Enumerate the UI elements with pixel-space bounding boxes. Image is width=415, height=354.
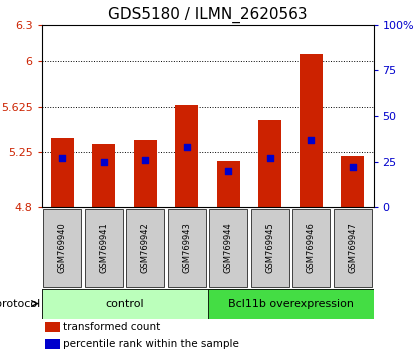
Point bbox=[349, 164, 356, 170]
Bar bbox=[44, 209, 81, 287]
Point bbox=[100, 159, 107, 164]
Bar bbox=[210, 209, 247, 287]
Text: GSM769942: GSM769942 bbox=[141, 222, 150, 273]
Bar bbox=[217, 161, 240, 207]
Text: percentile rank within the sample: percentile rank within the sample bbox=[63, 339, 239, 349]
Bar bbox=[168, 209, 206, 287]
Bar bbox=[341, 156, 364, 207]
Text: protocol: protocol bbox=[0, 298, 41, 309]
Bar bbox=[45, 322, 60, 332]
Text: GSM769943: GSM769943 bbox=[182, 222, 191, 273]
Bar bbox=[208, 289, 374, 319]
Bar bbox=[42, 289, 208, 319]
Bar bbox=[45, 339, 60, 349]
Point bbox=[225, 168, 232, 173]
Bar bbox=[293, 209, 330, 287]
Point bbox=[308, 137, 315, 142]
Bar bbox=[258, 120, 281, 207]
Text: GSM769945: GSM769945 bbox=[265, 222, 274, 273]
Text: GSM769946: GSM769946 bbox=[307, 222, 316, 273]
Text: GSM769941: GSM769941 bbox=[99, 222, 108, 273]
Point bbox=[142, 157, 149, 162]
Bar bbox=[85, 209, 123, 287]
Bar bbox=[334, 209, 372, 287]
Bar bbox=[127, 209, 164, 287]
Bar bbox=[134, 140, 157, 207]
Text: control: control bbox=[105, 298, 144, 309]
Text: transformed count: transformed count bbox=[63, 322, 160, 332]
Bar bbox=[176, 105, 198, 207]
Bar bbox=[51, 138, 74, 207]
Title: GDS5180 / ILMN_2620563: GDS5180 / ILMN_2620563 bbox=[107, 7, 308, 23]
Bar bbox=[300, 54, 323, 207]
Text: GSM769944: GSM769944 bbox=[224, 222, 233, 273]
Bar bbox=[93, 144, 115, 207]
Point bbox=[59, 155, 66, 161]
Bar bbox=[251, 209, 289, 287]
Point bbox=[183, 144, 190, 150]
Text: GSM769940: GSM769940 bbox=[58, 222, 67, 273]
Text: Bcl11b overexpression: Bcl11b overexpression bbox=[227, 298, 354, 309]
Text: GSM769947: GSM769947 bbox=[348, 222, 357, 273]
Point bbox=[266, 155, 273, 161]
